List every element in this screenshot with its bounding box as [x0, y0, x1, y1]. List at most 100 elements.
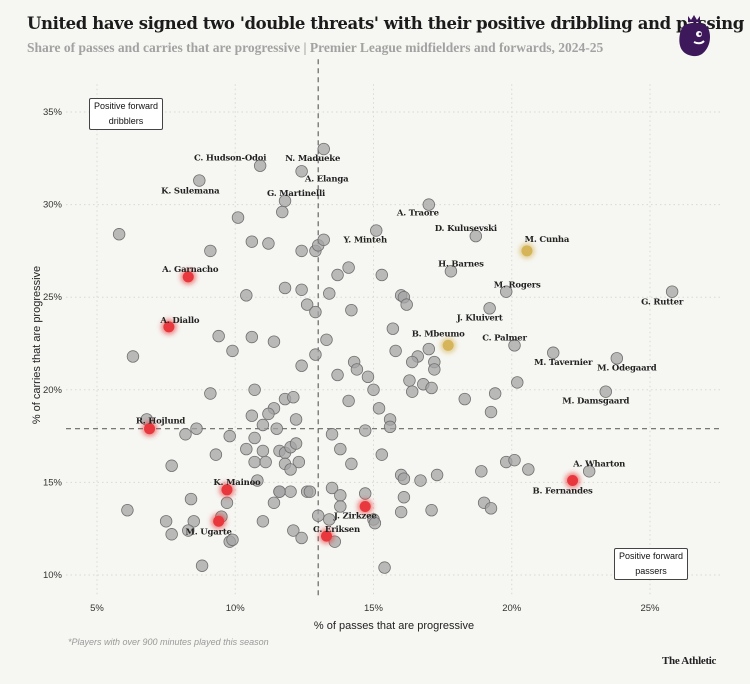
united-player-point: [213, 515, 225, 527]
data-point: [403, 374, 416, 387]
point-label: M. Cunha: [525, 235, 570, 245]
y-tick-label: 15%: [43, 477, 63, 488]
data-point: [245, 235, 259, 248]
point-labels: N. Madueke C. Hudson-Odoi A. Elanga K. Sule…: [136, 154, 684, 538]
data-points: [112, 142, 679, 574]
data-point: [483, 302, 496, 315]
data-point: [251, 474, 264, 487]
data-point: [204, 244, 217, 258]
data-point: [226, 533, 239, 547]
point-label: A. Garnacho: [161, 265, 219, 275]
point-label: K. Mainoo: [213, 478, 261, 488]
data-point: [582, 465, 596, 478]
annotation-forward-dribblers: Positive forward dribblers: [89, 98, 164, 130]
data-point: [303, 485, 317, 498]
data-point: [345, 457, 358, 471]
data-point: [284, 485, 297, 498]
point-label: M. Tavernier: [534, 358, 593, 368]
data-point: [159, 515, 173, 528]
page-subtitle: Share of passes and carries that are pro…: [27, 40, 604, 55]
point-label: R. Hojlund: [136, 417, 186, 427]
data-point: [267, 335, 281, 348]
point-label: J. Kluivert: [456, 313, 503, 323]
data-point: [212, 329, 225, 343]
point-label: B. Mbeumo: [412, 329, 465, 339]
united-player-point: [144, 423, 156, 435]
data-point: [331, 268, 344, 282]
data-point: [325, 428, 339, 441]
point-label: B. Fernandes: [532, 487, 593, 497]
data-point: [295, 283, 308, 296]
annotation-line: passers: [635, 566, 667, 576]
data-point: [295, 244, 308, 258]
y-tick-label: 10%: [43, 570, 63, 581]
data-point: [430, 468, 444, 482]
highlight-points: [141, 242, 581, 545]
point-label: M. Rogers: [494, 281, 541, 291]
grid-lines: [66, 84, 722, 596]
data-point: [386, 322, 400, 335]
data-point: [511, 376, 524, 389]
data-point: [165, 459, 178, 472]
point-label: A. Wharton: [572, 459, 625, 469]
data-point: [126, 350, 140, 363]
data-point: [295, 531, 308, 545]
data-point: [397, 491, 411, 504]
united-player-point: [163, 321, 175, 333]
data-point: [289, 437, 303, 450]
data-point: [370, 224, 383, 237]
data-point: [295, 165, 308, 178]
data-point: [184, 492, 198, 506]
data-point: [317, 142, 330, 156]
data-point: [195, 559, 209, 572]
point-label: A. Elanga: [304, 174, 349, 184]
data-point: [248, 383, 261, 397]
data-point: [458, 392, 471, 406]
data-point: [248, 431, 261, 445]
y-tick-label: 25%: [43, 292, 63, 303]
y-tick-label: 20%: [43, 385, 63, 396]
data-point: [248, 455, 261, 469]
point-label: K. Sulemana: [161, 187, 220, 197]
annotation-line: Positive forward: [619, 551, 684, 561]
data-point: [295, 359, 308, 372]
data-point: [259, 455, 272, 469]
data-point: [372, 402, 386, 415]
data-point: [193, 174, 206, 187]
united-player-point: [359, 500, 371, 512]
data-point: [367, 383, 380, 397]
data-point: [425, 381, 438, 395]
data-point: [334, 500, 347, 513]
united-player-point: [221, 484, 233, 496]
data-point: [292, 455, 306, 469]
point-label: H. Barnes: [438, 259, 484, 269]
data-point: [182, 524, 195, 537]
data-point: [469, 229, 483, 243]
data-point: [397, 472, 411, 485]
data-point: [484, 405, 498, 419]
data-point: [262, 407, 275, 421]
point-label: J. Zirkzee: [333, 511, 378, 521]
data-point: [342, 394, 355, 408]
data-point: [331, 368, 344, 382]
data-point: [273, 485, 286, 498]
data-point: [278, 281, 292, 295]
point-label: M. Damsgaard: [562, 397, 629, 407]
data-point: [256, 515, 270, 528]
point-label: M. Odegaard: [597, 363, 657, 373]
data-point: [665, 285, 679, 298]
data-point: [547, 346, 560, 359]
data-point: [414, 474, 427, 487]
point-label: Y. Minteh: [343, 236, 387, 246]
data-point: [240, 289, 253, 302]
data-point: [422, 342, 436, 356]
data-point: [309, 305, 322, 319]
point-label: C. Palmer: [482, 333, 527, 343]
target-player-point: [521, 245, 533, 257]
data-point: [256, 418, 270, 432]
data-point: [209, 448, 223, 461]
target-player-point: [442, 339, 454, 351]
data-point: [428, 363, 441, 376]
x-tick-label: 25%: [640, 603, 660, 614]
